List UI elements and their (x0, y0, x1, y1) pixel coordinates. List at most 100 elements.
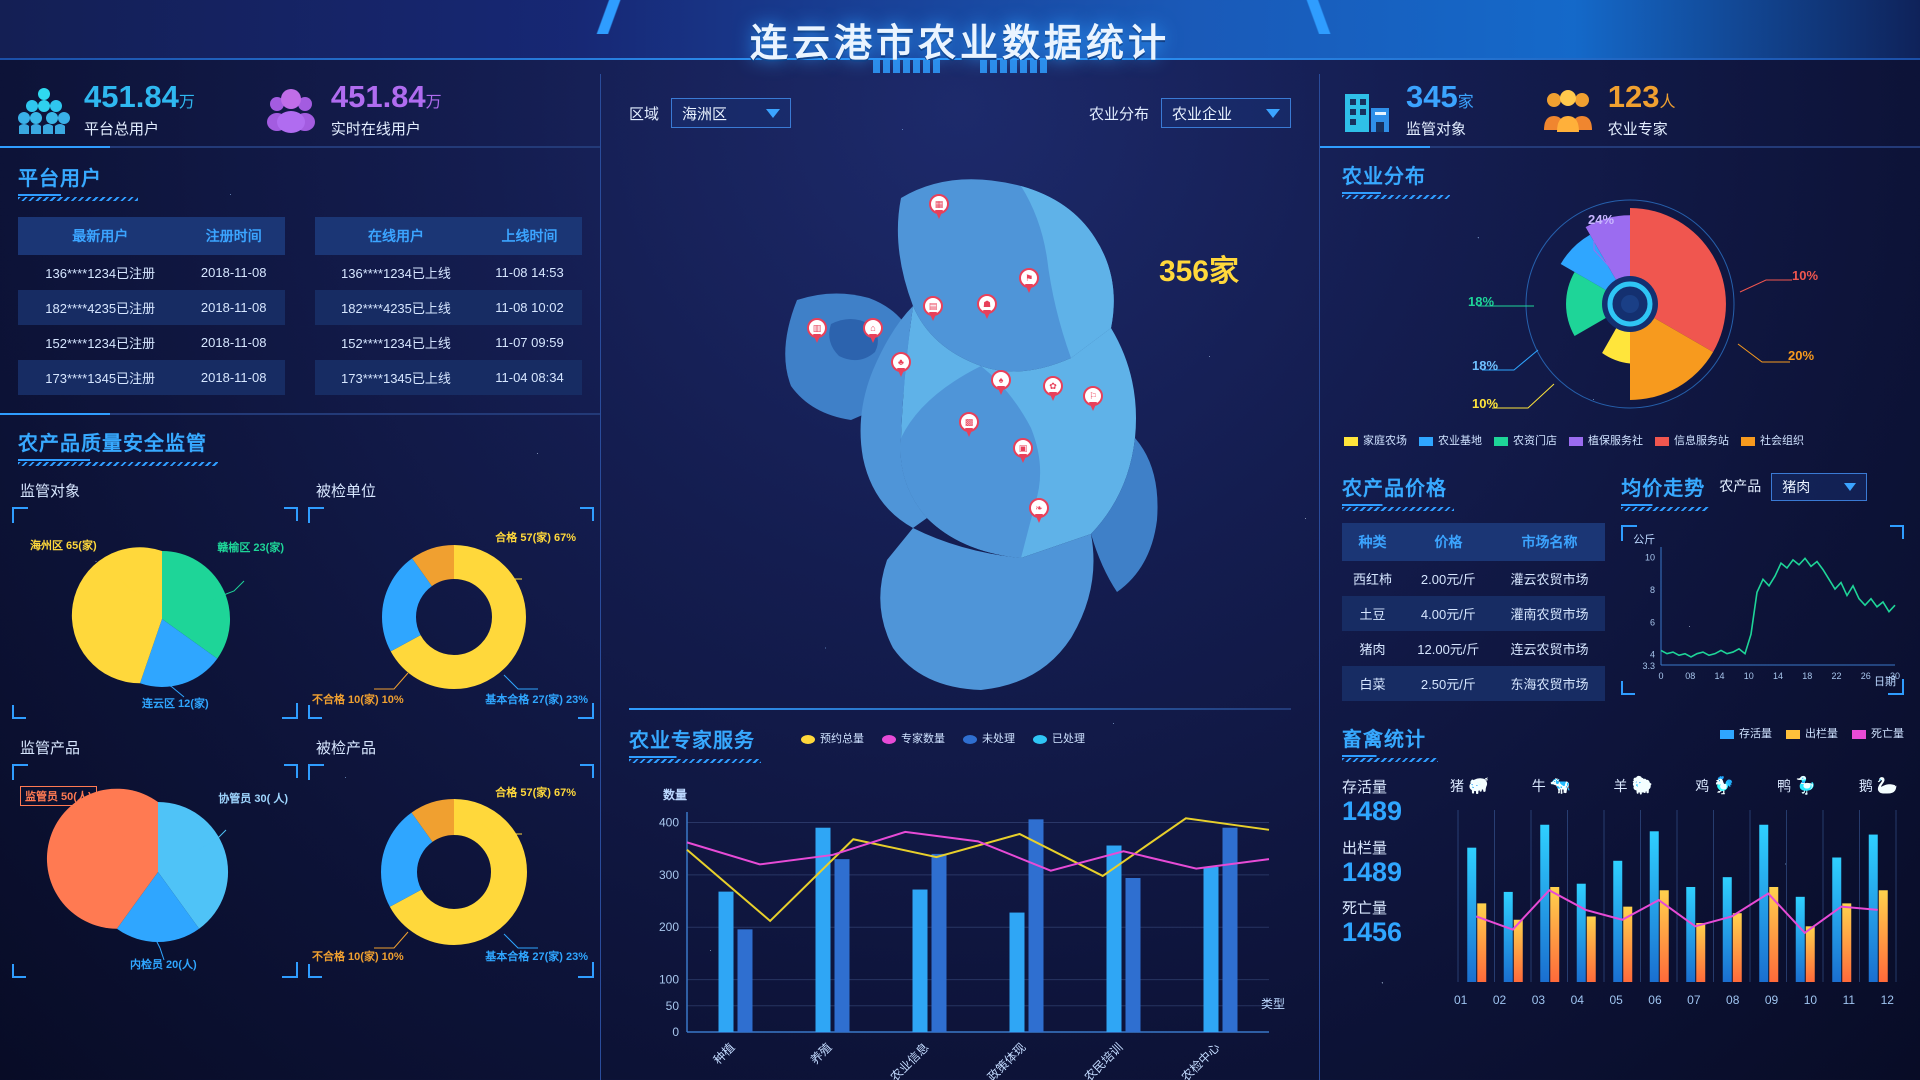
legend-item[interactable]: 专家数量 (882, 730, 945, 746)
animal-item[interactable]: 鹅 🦢 (1859, 776, 1898, 796)
legend-item[interactable]: 植保服务社 (1569, 432, 1643, 448)
map-count-badge: 356家 (1158, 255, 1239, 288)
trend-product-select[interactable]: 猪肉 (1771, 473, 1868, 501)
legend-item[interactable]: 已处理 (1033, 730, 1085, 746)
y-tick-label: 50 (666, 999, 680, 1013)
col-header: 种类 (1342, 523, 1403, 561)
animal-item[interactable]: 鸭 🦆 (1777, 776, 1816, 796)
animal-item[interactable]: 鸡 🐓 (1695, 776, 1734, 796)
right-kpi-row: 345家 监管对象 123人 农业专家 (1320, 74, 1920, 146)
trend-y-unit: 公斤 (1633, 534, 1656, 546)
kpi-label: 平台总用户 (84, 121, 160, 138)
map-pin[interactable]: ▦ (929, 194, 949, 220)
donut-chart-inspected-products (374, 799, 538, 949)
x-tick-label: 农检中心 (1178, 1040, 1223, 1080)
region-select[interactable]: 海洲区 (671, 98, 792, 128)
x-tick-label: 22 (1832, 671, 1842, 681)
table-cell: 2018-11-08 (200, 335, 267, 350)
price-block: 农产品价格 种类 价格 市场名称 西红柿 2.00元/斤 灌云农贸市场 土豆 4.00元… (1342, 472, 1606, 701)
kpi-value: 451.84万 (330, 79, 442, 114)
map-pin[interactable]: ✿ (1043, 376, 1063, 402)
map-pin[interactable]: ☗ (977, 294, 997, 320)
map-pin[interactable]: ⌂ (863, 318, 883, 344)
distribution-select[interactable]: 农业企业 (1161, 98, 1291, 128)
table-row: 白菜 2.50元/斤 东海农贸市场 (1342, 666, 1606, 701)
pie-label: 赣榆区 23(家) (217, 542, 284, 554)
animal-item[interactable]: 羊 🐑 (1614, 776, 1653, 796)
map-pin[interactable]: ⚑ (1019, 268, 1039, 294)
quality-section: 农产品质量安全监管 (0, 415, 600, 466)
kpi-online-users: 451.84万 实时在线用户 (265, 81, 442, 139)
legend-swatch-icon (1419, 436, 1433, 446)
x-tick-label: 12 (1880, 993, 1894, 1007)
livestock-stat-label: 出栏量 (1342, 839, 1388, 857)
legend-label: 已处理 (1052, 733, 1085, 745)
people-icon (1543, 90, 1592, 132)
expert-chart-legend: 预约总量 专家数量 未处理 已处理 (801, 730, 1085, 746)
rose-chart-distribution (1478, 199, 1792, 409)
header-underline (0, 58, 1920, 60)
region-label: 区域 (629, 105, 660, 123)
table-row: 猪肉 12.00元/斤 连云农贸市场 (1342, 631, 1605, 666)
map-pin[interactable]: ▥ (807, 318, 827, 344)
livestock-stat-value: 1489 (1342, 796, 1403, 826)
legend-item[interactable]: 死亡量 (1852, 725, 1904, 741)
animal-item[interactable]: 猪 🐖 (1450, 776, 1489, 796)
legend-label: 家庭农场 (1363, 435, 1407, 447)
y-tick-label: 4 (1650, 650, 1655, 660)
map-pin[interactable]: ▣ (1013, 438, 1033, 464)
section-title-expert-service: 农业专家服务 (629, 730, 755, 752)
distribution-select-value: 农业企业 (1172, 105, 1233, 123)
goose-icon: 🦢 (1876, 776, 1898, 795)
kpi-regulated-objects: 345家 监管对象 (1342, 81, 1474, 139)
x-tick-label: 农民培训 (1081, 1040, 1126, 1080)
region-select-value: 海洲区 (682, 105, 728, 123)
donut-label: 合格 57(家) 67% (495, 787, 576, 799)
legend-item[interactable]: 存活量 (1720, 725, 1772, 741)
legend-item[interactable]: 预约总量 (801, 730, 864, 746)
table-cell: 12.00元/斤 (1417, 642, 1480, 657)
y-tick-label: 3.3 (1643, 661, 1656, 671)
col-header: 在线用户 (315, 217, 477, 255)
map-pin[interactable]: ♠ (991, 370, 1011, 396)
legend-item[interactable]: 未处理 (963, 730, 1015, 746)
legend-item[interactable]: 社会组织 (1741, 432, 1804, 448)
map-pin[interactable]: ⚐ (1083, 386, 1103, 412)
map-pin[interactable]: ▤ (923, 296, 943, 322)
pin-icon: ☗ (977, 294, 997, 314)
map-pin[interactable]: ♣ (891, 352, 911, 378)
animal-label: 牛 (1531, 778, 1546, 794)
legend-swatch-icon (1852, 729, 1866, 739)
platform-users-section: 平台用户 最新用户 注册时间 136****1234已注册 2018-11-08 1… (0, 148, 600, 395)
pie-label: 内检员 20(人) (130, 959, 197, 971)
donut-label: 基本合格 27(家) 23% (485, 951, 588, 963)
legend-item[interactable]: 农业基地 (1419, 432, 1482, 448)
legend-label: 存活量 (1739, 728, 1772, 740)
chart-subtitle: 监管产品 (20, 740, 81, 757)
donut-label: 不合格 10(家) 10% (312, 951, 404, 963)
region-map[interactable] (601, 128, 1321, 708)
map-container[interactable]: ▦ ▤ ☗ ⚑ ⌂ ▥ ♣ ♠ ✿ ⚐ ▩ ▣ ❧ (601, 128, 1321, 708)
map-pin[interactable]: ▩ (959, 412, 979, 438)
header-bar (0, 0, 1920, 58)
donut-label: 合格 57(家) 67% (495, 532, 576, 544)
legend-item[interactable]: 信息服务站 (1655, 432, 1729, 448)
y-tick-label: 8 (1650, 585, 1655, 595)
table-cell: 173****1345已上线 (315, 360, 477, 395)
legend-label: 农资门店 (1513, 435, 1557, 447)
x-tick-label: 02 (1492, 993, 1507, 1007)
donut-label: 不合格 10(家) 10% (312, 694, 404, 706)
legend-item[interactable]: 家庭农场 (1344, 432, 1407, 448)
pie-chart-regulated-objects (71, 547, 245, 698)
legend-item[interactable]: 农资门店 (1494, 432, 1557, 448)
x-axis-label: 类型 (1260, 997, 1285, 1011)
animal-item[interactable]: 牛 🐄 (1532, 776, 1571, 796)
x-tick-label: 06 (1648, 993, 1662, 1007)
trend-block: 均价走势 农产品 猪肉 公斤 日期 3.3 4 6 8 10 0 08 14 10 14 18 22 2… (1621, 472, 1904, 701)
livestock-stat-label: 存活量 (1342, 779, 1388, 796)
map-pin[interactable]: ❧ (1029, 498, 1049, 524)
divider (1320, 146, 1920, 148)
legend-label: 信息服务站 (1674, 435, 1729, 447)
y-tick-label: 100 (659, 973, 679, 987)
legend-item[interactable]: 出栏量 (1786, 725, 1838, 741)
